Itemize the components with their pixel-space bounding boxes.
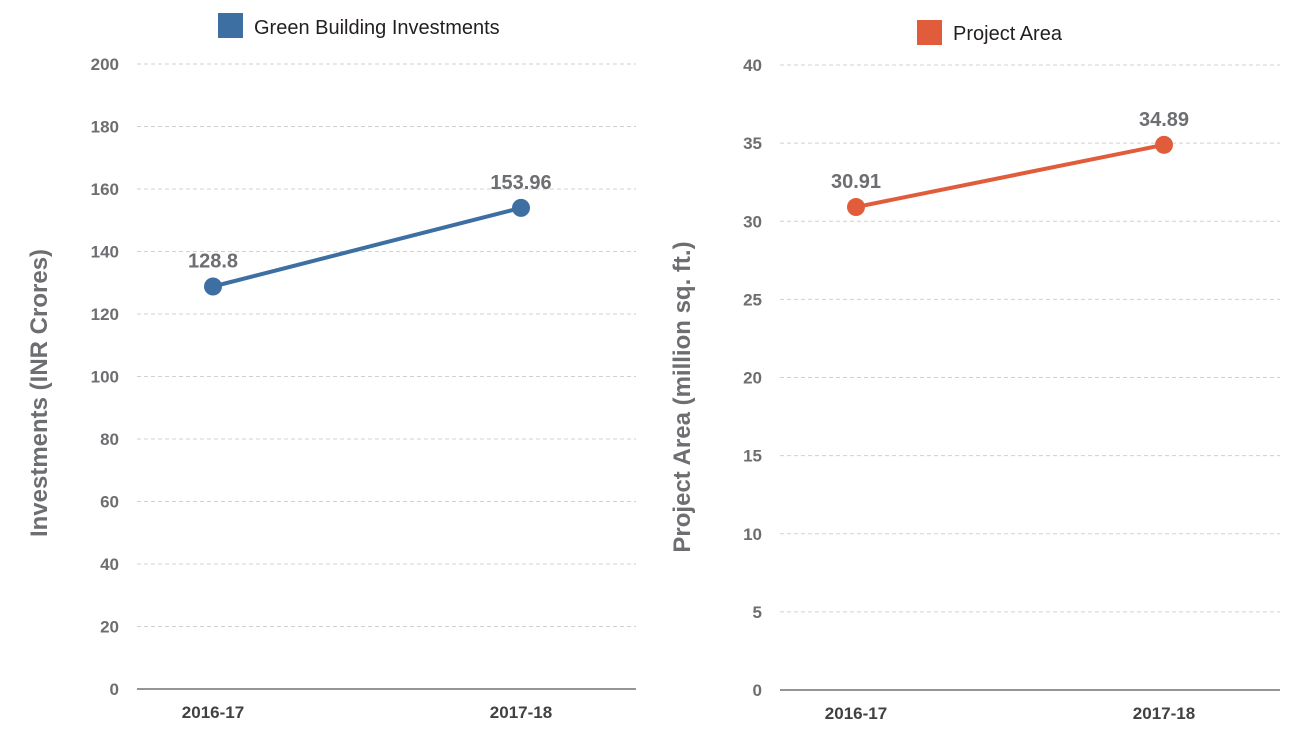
y-tick-label: 40 bbox=[743, 56, 762, 75]
investments-chart: 0 20 40 60 80 100 120 140 160 180 200 2016-17 2017-1… bbox=[26, 13, 636, 722]
y-tick-label: 30 bbox=[743, 212, 762, 231]
legend-swatch bbox=[917, 20, 942, 45]
y-tick-label: 20 bbox=[743, 369, 762, 388]
y-axis-title: Project Area (million sq. ft.) bbox=[669, 241, 696, 552]
y-tick-label: 160 bbox=[91, 180, 119, 199]
y-tick-label: 0 bbox=[753, 681, 762, 700]
x-tick-label: 2016-17 bbox=[825, 704, 887, 723]
legend-label: Green Building Investments bbox=[254, 17, 500, 39]
x-tick-label: 2017-18 bbox=[490, 703, 552, 722]
legend-swatch bbox=[218, 13, 243, 38]
y-tick-label: 20 bbox=[100, 618, 119, 637]
y-axis-title: Investments (INR Crores) bbox=[26, 249, 53, 537]
legend-label: Project Area bbox=[953, 23, 1063, 45]
y-tick-label: 10 bbox=[743, 525, 762, 544]
y-tick-label: 5 bbox=[753, 603, 762, 622]
y-tick-label: 0 bbox=[110, 680, 119, 699]
y-tick-label: 180 bbox=[91, 118, 119, 137]
data-label: 34.89 bbox=[1139, 109, 1189, 131]
x-tick-label: 2017-18 bbox=[1133, 704, 1195, 723]
data-point bbox=[1155, 135, 1173, 154]
series-line bbox=[212, 205, 522, 289]
data-point bbox=[847, 198, 865, 217]
y-tick-label: 15 bbox=[743, 447, 762, 466]
data-label: 128.8 bbox=[188, 251, 238, 273]
data-point bbox=[204, 277, 222, 296]
x-tick-label: 2016-17 bbox=[182, 703, 244, 722]
y-tick-label: 140 bbox=[91, 243, 119, 262]
y-tick-label: 80 bbox=[100, 430, 119, 449]
y-tick-label: 100 bbox=[91, 368, 119, 387]
y-tick-label: 200 bbox=[91, 55, 119, 74]
y-tick-label: 120 bbox=[91, 305, 119, 324]
data-label: 30.91 bbox=[831, 171, 881, 193]
series-line bbox=[855, 142, 1165, 209]
y-tick-label: 40 bbox=[100, 555, 119, 574]
y-tick-label: 25 bbox=[743, 290, 762, 309]
project-area-chart: 0 5 10 15 20 25 30 35 40 2016-17 2017-18 Project Ar… bbox=[669, 20, 1280, 723]
y-tick-label: 35 bbox=[743, 134, 762, 153]
data-label: 153.96 bbox=[490, 172, 551, 194]
data-point bbox=[512, 198, 530, 217]
y-tick-label: 60 bbox=[100, 493, 119, 512]
